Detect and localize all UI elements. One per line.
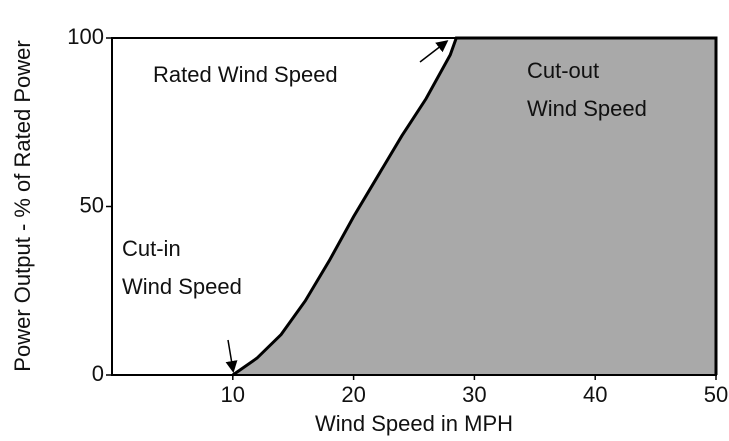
y-axis-label: Power Output - % of Rated Power [10, 40, 35, 371]
arrow [419, 40, 449, 63]
y-tick-label: 100 [67, 24, 104, 49]
y-tick-label: 0 [92, 361, 104, 386]
annotation: Cut-out [527, 58, 599, 83]
annotation: Wind Speed [122, 274, 242, 299]
annotation: Cut-in [122, 236, 181, 261]
x-axis-label: Wind Speed in MPH [315, 411, 513, 436]
x-tick-label: 10 [221, 382, 245, 407]
arrow [225, 339, 238, 373]
annotation: Rated Wind Speed [153, 62, 338, 87]
x-tick-label: 30 [462, 382, 486, 407]
x-tick-label: 40 [583, 382, 607, 407]
x-tick-label: 50 [704, 382, 728, 407]
y-tick-label: 50 [80, 192, 104, 217]
area [232, 38, 717, 375]
annotation: Wind Speed [527, 96, 647, 121]
x-tick-label: 20 [341, 382, 365, 407]
